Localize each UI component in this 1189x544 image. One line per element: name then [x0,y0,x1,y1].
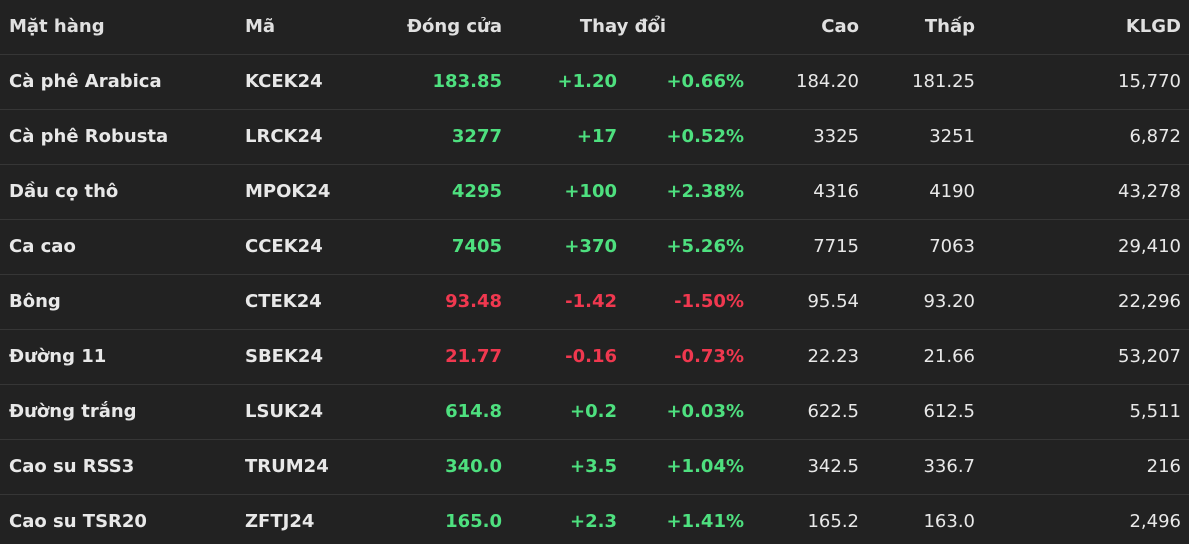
commodity-name: Bông [9,291,61,312]
volume: 53,207 [1118,346,1181,367]
high: 622.5 [807,401,859,422]
symbol: CTEK24 [245,291,322,312]
change-percent: +1.41% [666,511,744,532]
column-header: Thấp [924,16,975,37]
column-header: Đóng cửa [406,16,502,37]
commodity-name: Cao su TSR20 [9,511,147,532]
low: 181.25 [912,71,975,92]
table-row: Bông CTEK24 93.48 -1.42 -1.50% 95.54 93.20 22,2… [0,275,1189,330]
high: 7715 [813,236,859,257]
change: -0.16 [565,346,617,367]
commodity-name: Cà phê Arabica [9,71,162,92]
low: 3251 [929,126,975,147]
table-row: Cà phê Arabica KCEK24 183.85 +1.20 +0.66% 184… [0,55,1189,110]
symbol: LRCK24 [245,126,323,147]
change: -1.42 [565,291,617,312]
commodity-name: Đường 11 [9,346,107,367]
change: +0.2 [570,401,617,422]
volume: 2,496 [1129,511,1181,532]
symbol: ZFTJ24 [245,511,315,532]
change: +100 [564,181,617,202]
high: 165.2 [807,511,859,532]
header-row: Mặt hàng Mã Đóng cửa Thay đổi Cao Thấp KLGD [0,0,1189,55]
symbol: LSUK24 [245,401,324,422]
column-header: KLGD [1125,16,1181,37]
low: 21.66 [923,346,975,367]
change: +3.5 [570,456,617,477]
change-percent: -0.73% [674,346,744,367]
change-percent: +1.04% [666,456,744,477]
change-percent: +0.66% [666,71,744,92]
commodity-name: Dầu cọ thô [9,181,119,202]
high: 4316 [813,181,859,202]
table-row: Đường 11 SBEK24 21.77 -0.16 -0.73% 22.23 21.66… [0,330,1189,385]
volume: 216 [1146,456,1181,477]
high: 95.54 [807,291,859,312]
column-header: Thay đổi [579,16,666,37]
close-price: 93.48 [445,291,502,312]
symbol: MPOK24 [245,181,331,202]
close-price: 165.0 [445,511,502,532]
change: +370 [564,236,617,257]
change-percent: +0.52% [666,126,744,147]
change-percent: +0.03% [666,401,744,422]
close-price: 3277 [451,126,502,147]
commodity-name: Cao su RSS3 [9,456,135,477]
table-row: Dầu cọ thô MPOK24 4295 +100 +2.38% 4316 4190 43… [0,165,1189,220]
change-percent: +5.26% [666,236,744,257]
volume: 15,770 [1118,71,1181,92]
low: 336.7 [923,456,975,477]
commodity-name: Cà phê Robusta [9,126,169,147]
high: 342.5 [807,456,859,477]
table-row: Cao su TSR20 ZFTJ24 165.0 +2.3 +1.41% 165.2 16… [0,495,1189,544]
column-header: Mặt hàng [9,16,105,37]
close-price: 183.85 [432,71,502,92]
volume: 29,410 [1118,236,1181,257]
symbol: CCEK24 [245,236,323,257]
table-row: Cao su RSS3 TRUM24 340.0 +3.5 +1.04% 342.5 336… [0,440,1189,495]
volume: 5,511 [1129,401,1181,422]
change-percent: -1.50% [674,291,744,312]
low: 7063 [929,236,975,257]
change: +2.3 [570,511,617,532]
close-price: 614.8 [445,401,502,422]
change: +17 [576,126,617,147]
column-header: Cao [821,16,859,37]
high: 22.23 [807,346,859,367]
volume: 43,278 [1118,181,1181,202]
low: 4190 [929,181,975,202]
close-price: 21.77 [445,346,502,367]
volume: 22,296 [1118,291,1181,312]
high: 3325 [813,126,859,147]
symbol: KCEK24 [245,71,323,92]
symbol: SBEK24 [245,346,323,367]
table-row: Cà phê Robusta LRCK24 3277 +17 +0.52% 3325 325… [0,110,1189,165]
low: 612.5 [923,401,975,422]
close-price: 4295 [451,181,502,202]
low: 163.0 [923,511,975,532]
commodity-name: Đường trắng [9,401,137,422]
change: +1.20 [557,71,618,92]
commodity-name: Ca cao [9,236,76,257]
close-price: 340.0 [445,456,502,477]
table-row: Đường trắng LSUK24 614.8 +0.2 +0.03% 622.5 612… [0,385,1189,440]
volume: 6,872 [1129,126,1181,147]
low: 93.20 [923,291,975,312]
symbol: TRUM24 [245,456,329,477]
close-price: 7405 [451,236,502,257]
column-header: Mã [245,16,276,37]
high: 184.20 [796,71,859,92]
table-row: Ca cao CCEK24 7405 +370 +5.26% 7715 7063 29,410 [0,220,1189,275]
change-percent: +2.38% [666,181,744,202]
